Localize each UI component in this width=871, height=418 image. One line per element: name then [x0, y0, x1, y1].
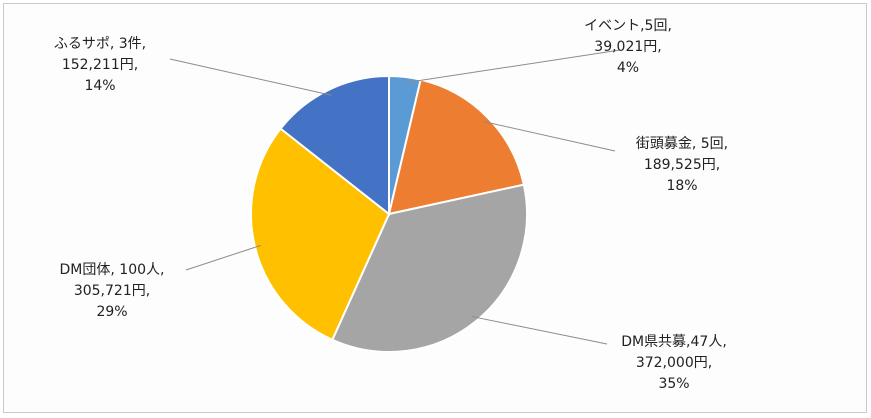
data-label-line: DM県共募,47人,: [621, 334, 727, 350]
data-label-3: DM県共募,47人, 372,000円, 35%: [621, 334, 727, 392]
data-label-line: 305,721円,: [74, 283, 150, 299]
data-label-line: DM団体, 100人,: [60, 262, 165, 278]
data-label-line: 14%: [84, 78, 115, 94]
data-label-line: 372,000円,: [636, 355, 712, 371]
data-label-line: 街頭募金, 5回,: [636, 136, 728, 152]
data-label-line: 39,021円,: [594, 39, 661, 55]
pie-slice-3: [330, 183, 528, 353]
leader-line-5: [169, 58, 332, 96]
pie-slices: [250, 74, 528, 353]
leader-lines: [169, 49, 621, 345]
data-label-2: 街頭募金, 5回, 189,525円, 18%: [636, 136, 728, 194]
leader-line-3: [471, 316, 608, 345]
leader-line-2: [483, 120, 616, 152]
data-labels: イベント,5回, 39,021円, 4% 街頭募金, 5回, 189,525円, 18% D…: [54, 18, 728, 392]
leader-line-4: [185, 244, 261, 271]
data-label-line: ふるサポ, 3件,: [54, 36, 146, 52]
leader-line-1: [404, 49, 621, 84]
data-label-line: 18%: [666, 178, 697, 194]
data-label-line: 29%: [96, 304, 127, 320]
pie-slice-2: [387, 78, 526, 216]
data-label-1: イベント,5回, 39,021円, 4%: [584, 18, 672, 76]
data-label-line: 4%: [617, 60, 639, 76]
pie-slice-5: [279, 74, 390, 217]
data-label-line: 152,211円,: [62, 57, 138, 73]
data-label-4: DM団体, 100人, 305,721円, 29%: [60, 262, 165, 320]
data-label-line: 35%: [658, 376, 689, 392]
data-label-5: ふるサポ, 3件, 152,211円, 14%: [54, 36, 146, 94]
data-label-line: イベント,5回,: [584, 18, 672, 34]
data-label-line: 189,525円,: [644, 157, 720, 173]
